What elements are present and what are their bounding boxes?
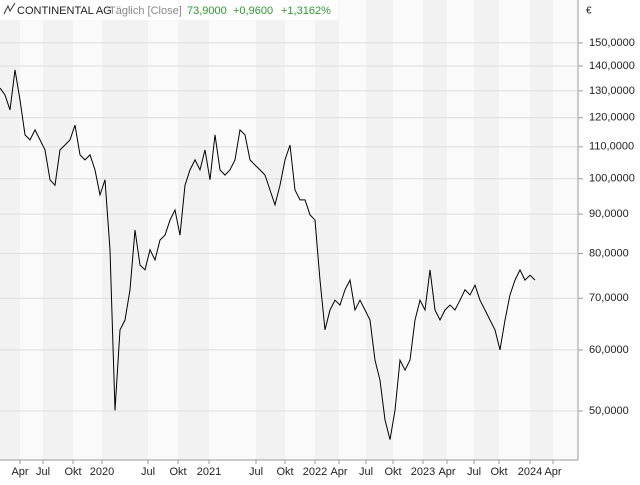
x-tick-label: 2023 [411, 466, 435, 478]
grid: 50,0000 60,0000 70,0000 80,0000 90,0000 100,0… [0, 37, 635, 478]
x-tick-label: Jul [359, 466, 373, 478]
band [102, 0, 148, 460]
band [20, 0, 43, 460]
x-tick-label: Okt [490, 466, 507, 478]
band [73, 0, 102, 460]
x-tick-label: 2022 [303, 466, 327, 478]
band [393, 0, 423, 460]
band [423, 0, 447, 460]
y-tick-label: 140,0000 [589, 60, 635, 72]
band [339, 0, 366, 460]
y-tick-label: 130,0000 [589, 85, 635, 97]
y-tick-label: 70,0000 [589, 292, 629, 304]
change: +0,9600 [233, 5, 273, 17]
y-axis-label: € [586, 6, 592, 17]
band [0, 0, 20, 460]
band [530, 0, 553, 460]
change-percent: +1,3162% [281, 5, 331, 17]
band [178, 0, 209, 460]
x-tick-label: Okt [276, 466, 293, 478]
y-tick-label: 150,0000 [589, 37, 635, 49]
band [209, 0, 256, 460]
x-tick-label: Apr [330, 466, 347, 478]
header-background [0, 0, 338, 20]
x-tick-label: Jul [467, 466, 481, 478]
y-tick-label: 50,0000 [589, 405, 629, 417]
band [474, 0, 499, 460]
x-tick-label: 2020 [90, 466, 114, 478]
y-tick-label: 100,0000 [589, 173, 635, 185]
y-tick-label: 80,0000 [589, 247, 629, 259]
band [148, 0, 178, 460]
x-tick-label: Apr [438, 466, 455, 478]
band [447, 0, 474, 460]
y-tick-label: 60,0000 [589, 344, 629, 356]
chart-subtitle: Täglich [Close] [109, 5, 182, 17]
x-tick-label: Okt [169, 466, 186, 478]
chart-title: CONTINENTAL AG [17, 5, 112, 17]
x-tick-label: Okt [64, 466, 81, 478]
chart-icon [3, 2, 16, 15]
band [366, 0, 393, 460]
x-tick-label: Jul [141, 466, 155, 478]
y-tick-label: 120,0000 [589, 112, 635, 124]
band [315, 0, 339, 460]
x-tick-label: 2021 [197, 466, 221, 478]
y-tick-label: 110,0000 [589, 141, 634, 153]
y-tick-label: 90,0000 [589, 208, 629, 220]
band [499, 0, 530, 460]
band [553, 0, 578, 460]
x-tick-label: Apr [544, 466, 561, 478]
axis-area [578, 0, 640, 480]
last-value: 73,9000 [187, 5, 227, 17]
x-tick-label: Apr [11, 466, 28, 478]
plot [0, 69, 536, 440]
band [43, 0, 73, 460]
band [256, 0, 285, 460]
x-tick-label: Jul [249, 466, 263, 478]
price-line [0, 69, 536, 440]
x-tick-label: 2024 [518, 466, 542, 478]
band [285, 0, 315, 460]
x-tick-label: Okt [384, 466, 401, 478]
x-axis-area [0, 460, 640, 480]
x-tick-label: Jul [36, 466, 50, 478]
